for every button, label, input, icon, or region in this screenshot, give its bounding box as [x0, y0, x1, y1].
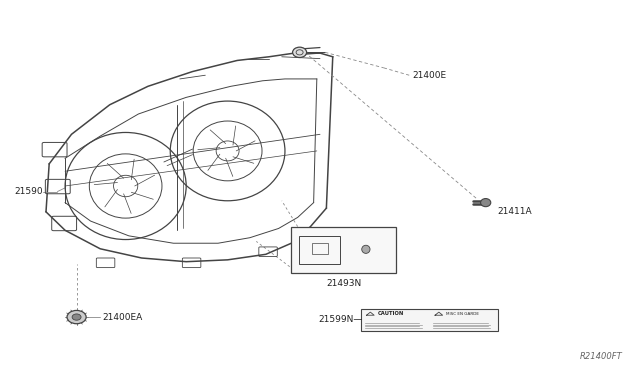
- Text: 21493N: 21493N: [326, 279, 362, 288]
- Ellipse shape: [67, 310, 86, 324]
- Text: 21599N—: 21599N—: [318, 315, 362, 324]
- Ellipse shape: [292, 47, 307, 58]
- Text: 21400EA: 21400EA: [102, 312, 142, 321]
- Text: MISC EN GARDE: MISC EN GARDE: [446, 312, 479, 316]
- Ellipse shape: [72, 314, 81, 320]
- Bar: [362, 309, 499, 331]
- Text: 21590: 21590: [14, 187, 43, 196]
- Ellipse shape: [362, 245, 370, 253]
- Text: 21400E: 21400E: [412, 71, 447, 80]
- Text: 21411A: 21411A: [497, 206, 532, 216]
- Text: R21400FT: R21400FT: [580, 352, 623, 361]
- Bar: [299, 236, 340, 263]
- Bar: [291, 227, 396, 273]
- Ellipse shape: [481, 199, 491, 207]
- Bar: [312, 243, 328, 254]
- Text: CAUTION: CAUTION: [378, 311, 404, 316]
